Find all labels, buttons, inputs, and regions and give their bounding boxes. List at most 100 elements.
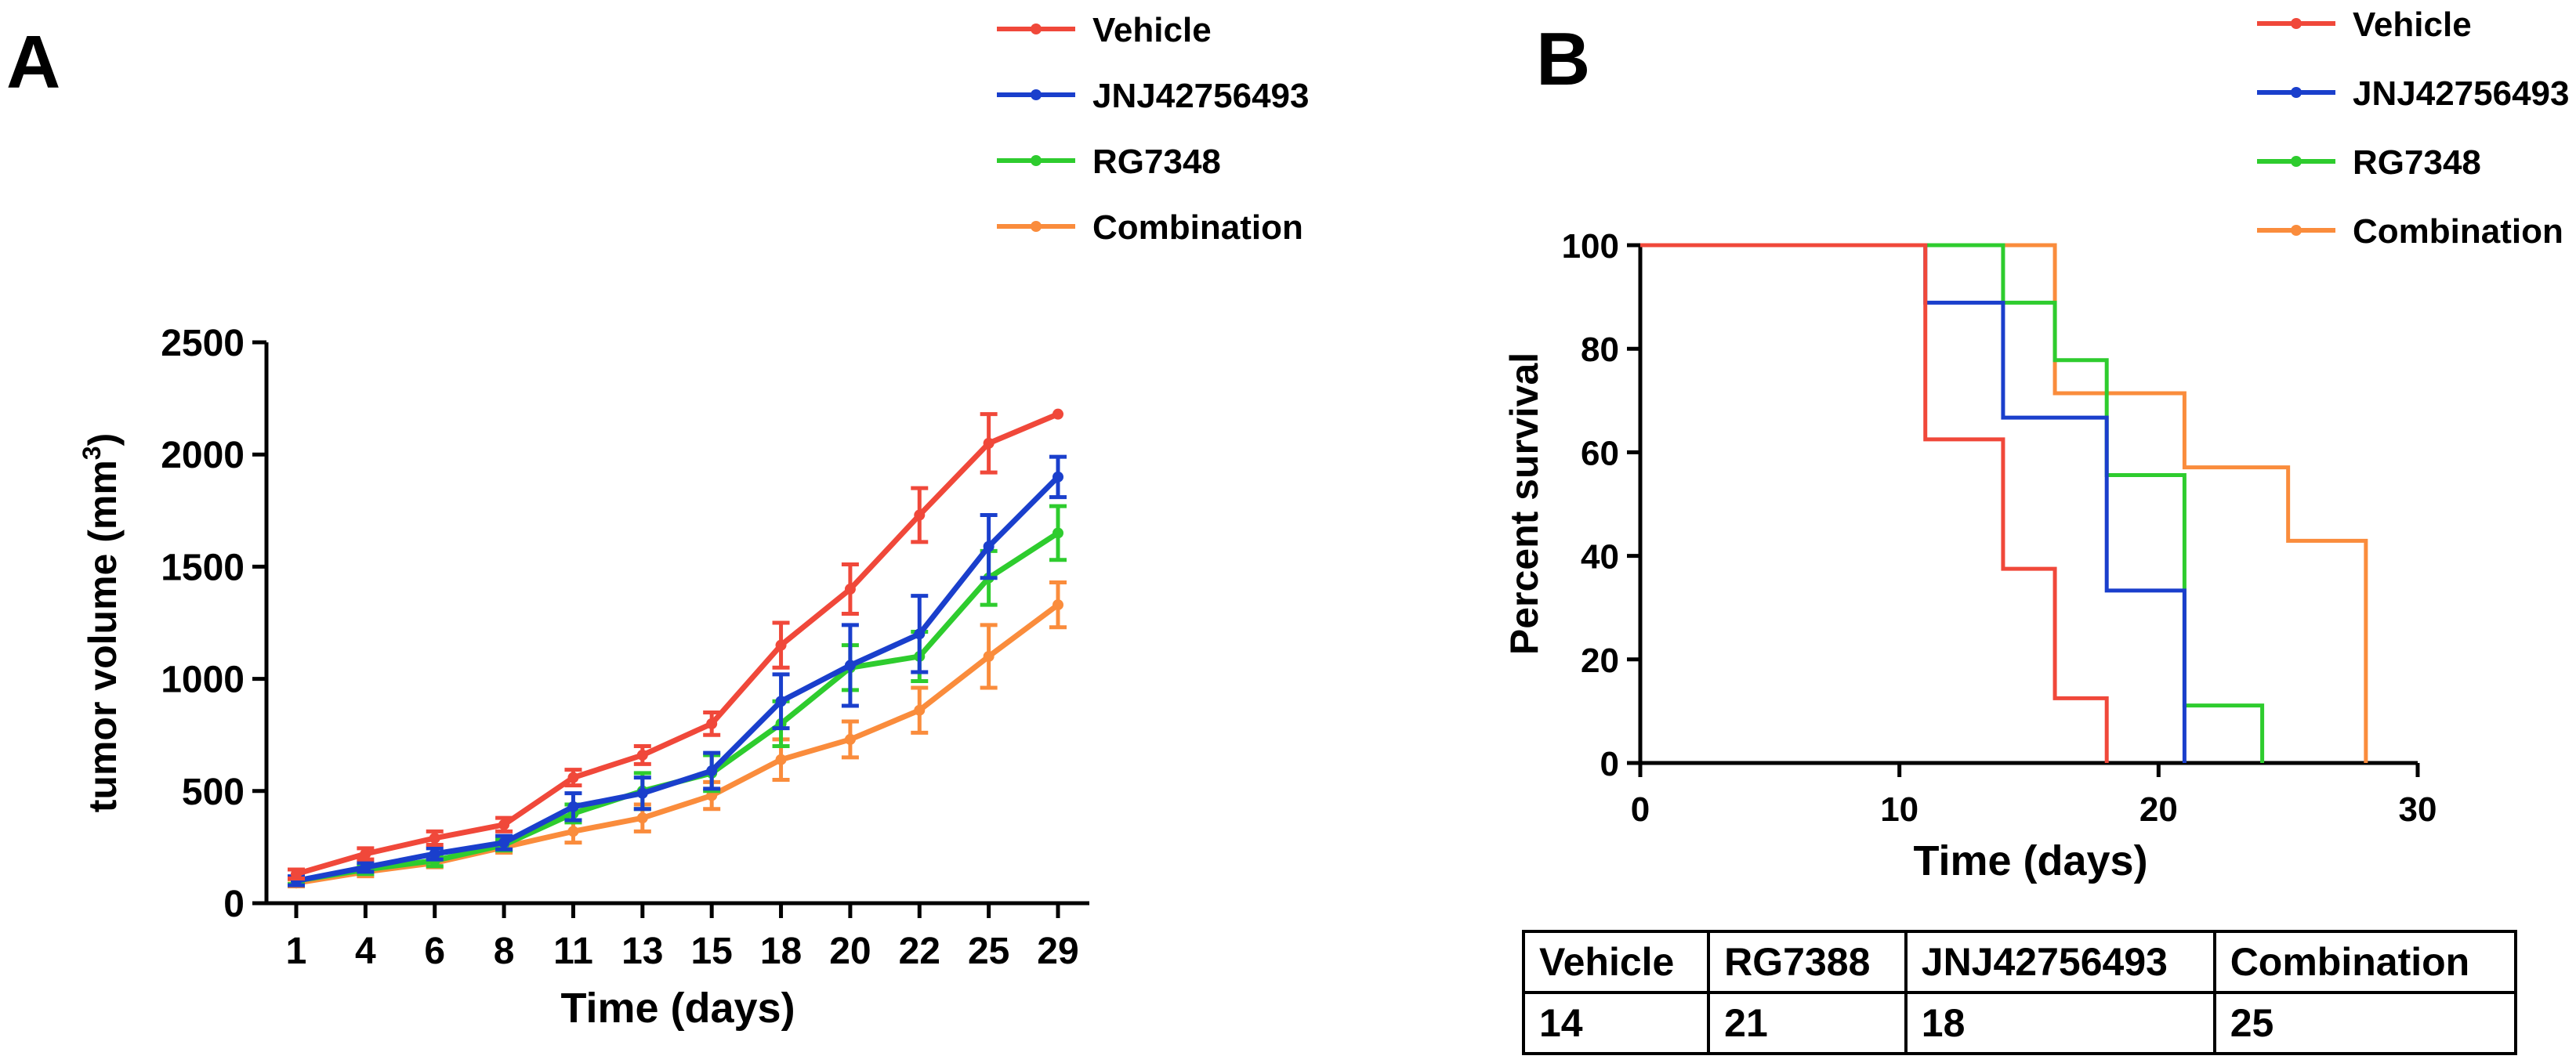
- survival-legend-marker-vehicle: [2291, 18, 2302, 29]
- survival-legend: Vehicle JNJ42756493 RG7348 Combination: [2257, 5, 2569, 251]
- data-point-jnj42756493: [567, 801, 579, 812]
- survival-legend-marker-rg7348: [2291, 156, 2302, 167]
- tumor-volume-y-tick-label: 2500: [161, 323, 245, 364]
- y-label-superscript: 3: [78, 446, 106, 460]
- data-point-vehicle: [291, 868, 302, 880]
- tumor-volume-y-tick-label: 2000: [161, 435, 245, 476]
- data-point-jnj42756493: [706, 765, 718, 777]
- survival-y-tick-label: 60: [1581, 434, 1619, 472]
- survival-y-ticks: 0 20 40 60 80 100: [1562, 227, 1640, 783]
- data-point-jnj42756493: [983, 541, 995, 552]
- tumor-volume-x-tick-label: 8: [494, 931, 515, 972]
- data-point-combination: [844, 733, 856, 745]
- tumor-volume-chart: Vehicle JNJ42756493 RG7348 Combination 0 500…: [78, 11, 1309, 1032]
- tumor-volume-legend-label-combination: Combination: [1092, 208, 1303, 247]
- survival-x-tick-label: 10: [1880, 790, 1918, 829]
- survival-y-tick-label: 100: [1562, 227, 1619, 266]
- tumor-volume-y-tick-label: 1000: [161, 660, 245, 701]
- survival-legend-label-rg7348: RG7348: [2353, 143, 2481, 182]
- survival-y-tick-label: 20: [1581, 642, 1619, 680]
- tumor-volume-legend-marker-vehicle: [1031, 24, 1042, 34]
- survival-x-tick-label: 0: [1631, 790, 1650, 829]
- tumor-volume-x-tick-label: 25: [968, 931, 1009, 972]
- data-point-vehicle: [914, 509, 926, 521]
- data-point-vehicle: [775, 639, 787, 651]
- data-point-jnj42756493: [360, 862, 371, 873]
- tumor-volume-y-ticks: 0 500 1000 1500 2000 2500: [161, 323, 266, 925]
- data-point-vehicle: [983, 437, 995, 449]
- data-point-jnj42756493: [844, 660, 856, 671]
- data-point-vehicle: [360, 848, 371, 859]
- tumor-volume-x-tick-label: 18: [760, 931, 802, 972]
- series-line-jnj42756493: [295, 475, 1060, 884]
- tumor-volume-y-tick-label: 0: [223, 884, 245, 925]
- tumor-volume-legend-label-rg7348: RG7348: [1092, 143, 1221, 181]
- survival-legend-marker-combination: [2291, 225, 2302, 236]
- survival-curve-combination: [1640, 243, 2368, 763]
- data-point-jnj42756493: [498, 837, 510, 848]
- survival-legend-label-combination: Combination: [2353, 212, 2563, 251]
- median-table-value-cell: 18: [1904, 991, 2216, 1055]
- tumor-volume-y-axis-label: tumor volume (mm3): [78, 433, 125, 813]
- tumor-volume-axes: [264, 342, 1089, 906]
- survival-x-ticks: 0 10 20 30: [1631, 763, 2437, 829]
- median-table-header-cell: Vehicle: [1521, 930, 1711, 994]
- tumor-volume-x-tick-label: 4: [355, 931, 376, 972]
- data-point-vehicle: [706, 718, 718, 729]
- tumor-volume-legend: Vehicle JNJ42756493 RG7348 Combination: [997, 11, 1309, 247]
- data-point-jnj42756493: [775, 696, 787, 707]
- tumor-volume-legend-marker-jnj42756493: [1031, 89, 1042, 100]
- survival-x-axis-label: Time (days): [1913, 837, 2147, 884]
- y-label-close: ): [81, 433, 125, 447]
- data-point-combination: [983, 650, 995, 662]
- survival-x-tick-label: 30: [2399, 790, 2437, 829]
- survival-chart: Vehicle JNJ42756493 RG7348 Combination 0 20 4…: [1502, 5, 2569, 884]
- tumor-volume-y-tick-label: 500: [182, 772, 245, 813]
- median-table-header-cell: RG7388: [1707, 930, 1908, 994]
- survival-legend-marker-jnj42756493: [2291, 87, 2302, 98]
- data-point-vehicle: [844, 584, 856, 595]
- panel-label-a: A: [6, 20, 60, 104]
- data-point-combination: [914, 704, 926, 716]
- data-point-combination: [775, 754, 787, 765]
- median-table-header-cell: Combination: [2212, 930, 2518, 994]
- tumor-volume-legend-label-jnj42756493: JNJ42756493: [1092, 77, 1309, 115]
- data-point-vehicle: [429, 832, 440, 844]
- tumor-volume-x-tick-label: 13: [621, 931, 663, 972]
- data-point-vehicle: [498, 819, 510, 830]
- median-table-header-cell: JNJ42756493: [1904, 930, 2216, 994]
- data-point-combination: [1053, 599, 1063, 611]
- survival-y-tick-label: 0: [1600, 745, 1619, 783]
- survival-legend-label-vehicle: Vehicle: [2353, 5, 2472, 44]
- data-point-combination: [567, 826, 579, 837]
- survival-curve-vehicle: [1640, 243, 2109, 763]
- tumor-volume-y-tick-label: 1500: [161, 547, 245, 588]
- panel-label-b: B: [1536, 17, 1590, 101]
- tumor-volume-x-tick-label: 29: [1037, 931, 1078, 972]
- median-survival-table: Vehicle RG7388 JNJ42756493 Combination 1…: [1521, 930, 2518, 1055]
- data-point-jnj42756493: [636, 787, 648, 799]
- series-line-rg7348: [295, 530, 1060, 884]
- tumor-volume-x-ticks: 1 4 6 8 11 13 15 18 20 22 25 29: [286, 903, 1079, 972]
- tumor-volume-x-tick-label: 1: [286, 931, 307, 972]
- survival-y-axis-label: Percent survival: [1502, 353, 1546, 655]
- survival-series: [1640, 243, 2368, 763]
- survival-curve-jnj42756493: [1640, 243, 2187, 763]
- survival-y-tick-label: 80: [1581, 331, 1619, 369]
- survival-legend-label-jnj42756493: JNJ42756493: [2353, 74, 2569, 113]
- survival-axes: [1638, 245, 2418, 765]
- survival-x-tick-label: 20: [2139, 790, 2178, 829]
- tumor-volume-x-tick-label: 11: [553, 931, 593, 972]
- tumor-volume-x-tick-label: 6: [424, 931, 445, 972]
- tumor-volume-x-axis-label: Time (days): [560, 985, 795, 1032]
- data-point-combination: [636, 812, 648, 824]
- data-point-vehicle: [636, 749, 648, 761]
- survival-y-tick-label: 40: [1581, 538, 1619, 577]
- tumor-volume-legend-marker-combination: [1031, 221, 1042, 232]
- median-table-value-row: 14 21 18 25: [1521, 991, 2518, 1055]
- y-label-main: tumor volume (mm: [81, 460, 125, 812]
- data-point-vehicle: [1053, 408, 1063, 420]
- data-point-jnj42756493: [914, 628, 926, 640]
- data-point-vehicle: [567, 772, 579, 783]
- tumor-volume-x-tick-label: 15: [690, 931, 732, 972]
